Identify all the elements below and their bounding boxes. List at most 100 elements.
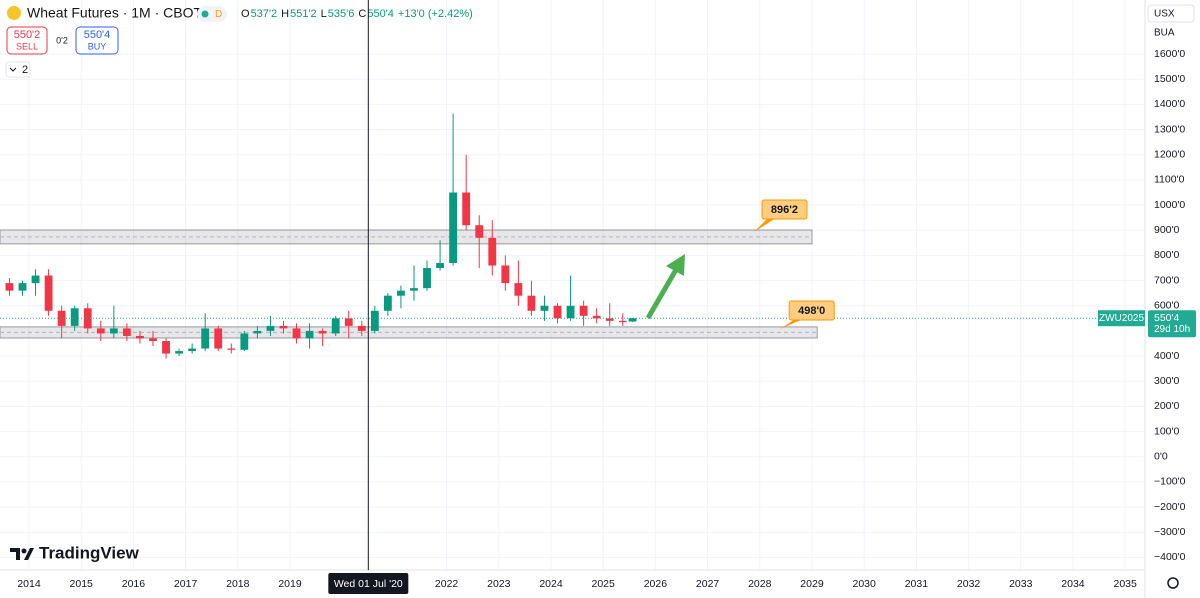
candle-body	[592, 315, 601, 319]
buy-price: 550'4	[84, 29, 111, 41]
x-tick-label: 2033	[1009, 578, 1033, 590]
ohlc-change: +13'0 (+2.42%)	[398, 8, 473, 20]
x-tick-label: 2035	[1113, 578, 1137, 590]
candle-body	[540, 305, 549, 311]
candle-body	[240, 333, 249, 350]
y-tick-label: 300'0	[1154, 375, 1180, 387]
ohlc-key: H	[281, 8, 289, 20]
x-tick-label: 2026	[644, 578, 668, 590]
y-tick-label: 1100'0	[1154, 174, 1185, 186]
symbol-icon	[7, 6, 21, 20]
candle-body	[201, 328, 210, 349]
candle-body	[253, 330, 262, 334]
candle-body	[579, 305, 588, 316]
market-status	[201, 10, 209, 18]
candle-body	[553, 305, 562, 319]
y-tick-label: 1400'0	[1154, 98, 1185, 110]
y-tick-label: 800'0	[1154, 249, 1180, 261]
candle-body	[318, 330, 327, 334]
candle-body	[18, 283, 27, 291]
candle-body	[449, 192, 458, 263]
y-tick-label: −300'0	[1154, 526, 1186, 538]
y-tick-label: 1000'0	[1154, 199, 1185, 211]
candle-body	[162, 340, 170, 354]
ohlc-key: O	[241, 8, 250, 20]
candle-body	[136, 335, 144, 339]
candle-body	[279, 325, 288, 329]
candle-body	[57, 310, 66, 326]
x-tick-label: 2018	[226, 578, 250, 590]
settings-icon[interactable]	[1167, 577, 1179, 589]
y-tick-label: 1300'0	[1154, 123, 1185, 135]
ohlc-value: 537'2	[251, 8, 278, 20]
x-tick-label: 2015	[70, 578, 94, 590]
x-tick-label: 2014	[17, 578, 41, 590]
x-tick-label: 2019	[278, 578, 302, 590]
candle-body	[527, 295, 536, 311]
candle-body	[188, 348, 197, 352]
candle-body	[410, 288, 418, 291]
callout-box	[761, 199, 808, 220]
unit: BUA	[1154, 28, 1175, 39]
candle-body	[305, 330, 314, 339]
ohlc-value: 551'2	[290, 8, 317, 20]
candle-body	[436, 262, 444, 269]
candle-body	[618, 320, 627, 323]
candle-body	[266, 325, 275, 331]
ohlc-key: L	[321, 8, 327, 20]
candle-body	[423, 268, 431, 289]
callout-label: 498'0	[798, 305, 825, 317]
candle-body	[149, 338, 157, 341]
candle-body	[475, 225, 484, 238]
callout-label: 896'2	[771, 204, 798, 216]
y-tick-label: −200'0	[1154, 501, 1186, 513]
symbol-title[interactable]: Wheat Futures · 1M · CBOT	[27, 5, 202, 21]
y-tick-label: 0'0	[1154, 451, 1168, 463]
candle-body	[109, 328, 118, 334]
spread: 0'2	[56, 35, 68, 45]
candle-body	[514, 283, 523, 296]
logo-mark	[10, 548, 34, 560]
candle-body	[227, 348, 236, 350]
y-tick-label: −400'0	[1154, 551, 1186, 563]
delay-badge: D	[215, 9, 222, 20]
candle-body	[344, 318, 353, 326]
ohlc-value: 535'6	[328, 8, 355, 20]
buy-label: BUY	[88, 41, 107, 51]
crosshair-tag	[328, 573, 409, 594]
brand-name: TradingView	[39, 543, 140, 562]
candle-body	[628, 318, 637, 322]
candle-body	[70, 308, 79, 326]
brand-logo	[10, 548, 34, 560]
zone	[0, 229, 813, 245]
candle-body	[383, 295, 392, 311]
y-tick-label: −100'0	[1154, 476, 1186, 488]
candle-body	[370, 310, 379, 331]
sell-price: 550'2	[14, 29, 41, 41]
sell-button[interactable]	[6, 26, 48, 55]
x-tick-label: 2024	[539, 578, 563, 590]
symbol-tag-text: ZWU2025	[1099, 313, 1144, 324]
currency-button[interactable]	[1147, 4, 1195, 23]
sell-label: SELL	[16, 41, 38, 51]
y-tick-label: 1600'0	[1154, 48, 1185, 60]
candle-body	[175, 351, 184, 354]
callout-pointer	[780, 319, 804, 329]
callout-box	[788, 300, 835, 321]
crosshair-label: Wed 01 Jul '20	[334, 578, 403, 590]
ohlc-value: 550'4	[367, 8, 394, 20]
indicators-toggle[interactable]	[5, 61, 31, 78]
buy-button[interactable]	[75, 26, 119, 55]
x-tick-label: 2031	[905, 578, 929, 590]
y-tick-label: 600'0	[1154, 300, 1180, 312]
candle-body	[214, 328, 223, 349]
candle-body	[96, 328, 105, 334]
y-tick-label: 900'0	[1154, 224, 1180, 236]
price-tag-countdown: 29d 10h	[1154, 324, 1190, 335]
candle-body	[5, 283, 14, 291]
x-tick-label: 2028	[748, 578, 772, 590]
x-tick-label: 2016	[122, 578, 146, 590]
candle-body	[331, 318, 340, 334]
price-tag-value: 550'4	[1154, 312, 1180, 324]
